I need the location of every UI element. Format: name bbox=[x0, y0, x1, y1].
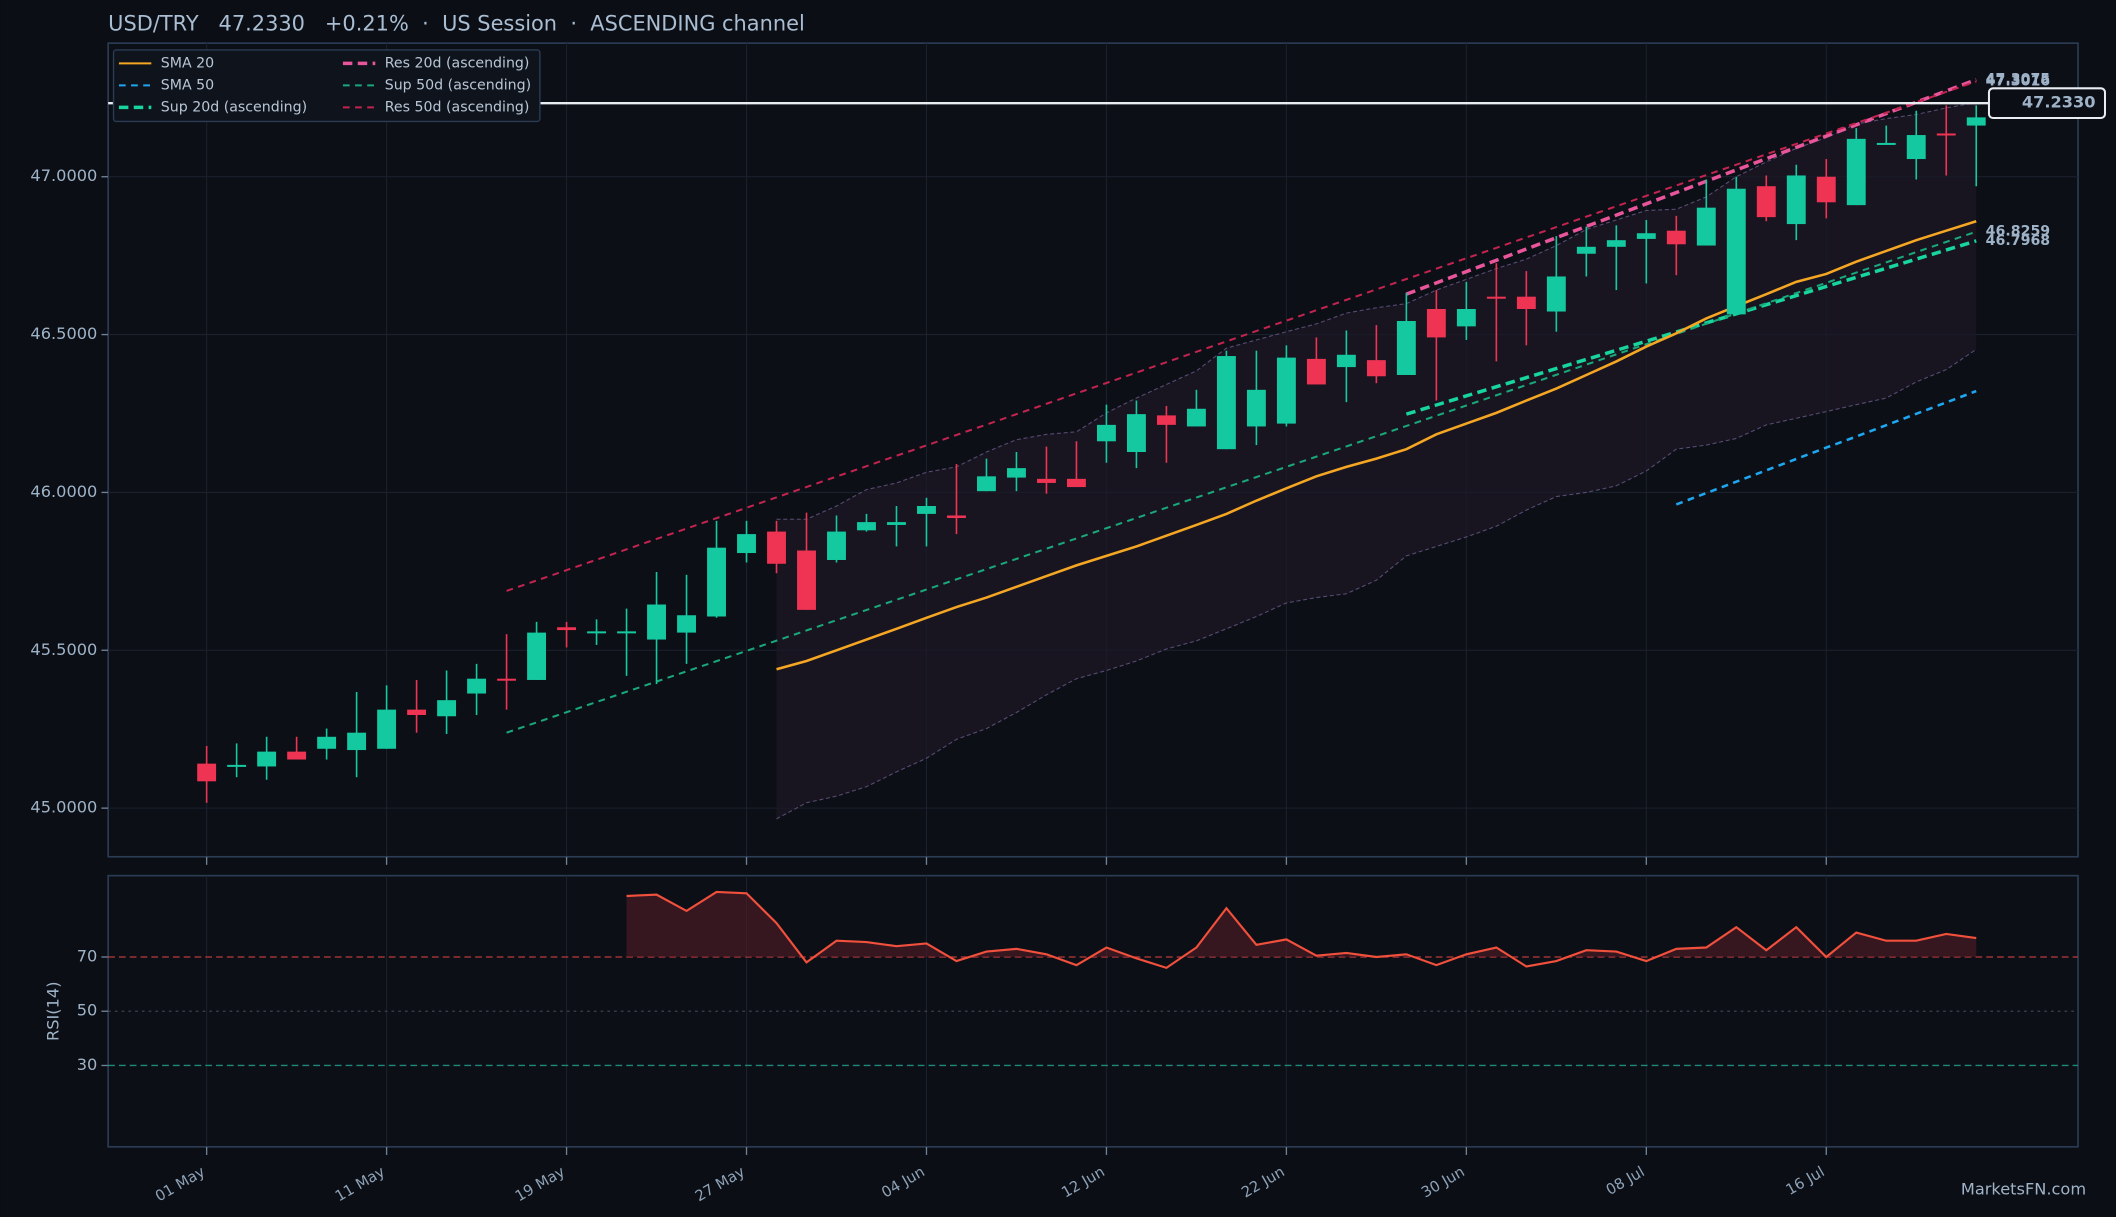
channel-line bbox=[506, 80, 1977, 592]
candle-body bbox=[827, 531, 846, 560]
candle-body bbox=[797, 550, 816, 610]
candle-body bbox=[527, 632, 547, 680]
candle-body bbox=[1756, 186, 1776, 218]
candle-body bbox=[1846, 138, 1866, 206]
channel-line bbox=[1405, 239, 1977, 416]
legend-label: Res 20d (ascending) bbox=[385, 55, 530, 71]
candle-body bbox=[1786, 175, 1806, 225]
candle-body bbox=[737, 534, 756, 554]
candle-body bbox=[1396, 320, 1416, 375]
y-tick-label: 45.0000 bbox=[30, 798, 97, 817]
sma-line bbox=[1675, 389, 1977, 506]
candle-body bbox=[1216, 356, 1236, 450]
candle-body bbox=[677, 615, 696, 633]
band-lower bbox=[776, 348, 1977, 820]
candle-body bbox=[497, 678, 517, 681]
legend-label: Sup 20d (ascending) bbox=[161, 99, 307, 115]
candle-body bbox=[557, 627, 577, 631]
candle-body bbox=[1966, 117, 1986, 126]
candle-body bbox=[617, 631, 636, 634]
watermark: MarketsFN.com bbox=[1961, 1180, 2086, 1199]
candle-body bbox=[1186, 408, 1206, 427]
line-end-label: 47.3016 bbox=[1986, 74, 2051, 90]
y-tick-label: 46.0000 bbox=[30, 482, 97, 501]
rsi-tick-label: 30 bbox=[77, 1055, 98, 1074]
candle-body bbox=[947, 515, 966, 519]
y-tick-label: 45.5000 bbox=[30, 640, 97, 659]
legend-box bbox=[112, 49, 541, 123]
chart-title: USD/TRY 47.2330 +0.21% · US Session · AS… bbox=[108, 11, 805, 35]
candle-body bbox=[1516, 296, 1536, 310]
candle-body bbox=[1546, 276, 1566, 312]
candle-body bbox=[1936, 133, 1956, 136]
candle-body bbox=[287, 751, 307, 760]
candle-body bbox=[1816, 176, 1836, 203]
candle-body bbox=[1696, 207, 1716, 246]
candle-body bbox=[1726, 188, 1746, 315]
y-tick-label: 46.5000 bbox=[30, 324, 97, 343]
candle-body bbox=[317, 736, 337, 749]
sma-line bbox=[776, 220, 1977, 671]
candle-body bbox=[1037, 478, 1056, 483]
candle-body bbox=[1576, 246, 1596, 254]
line-end-label: 47.3075 bbox=[1986, 72, 2050, 88]
y-tick-label: 47.0000 bbox=[30, 166, 97, 185]
candle-body bbox=[1336, 354, 1356, 368]
legend-label: SMA 50 bbox=[161, 77, 214, 93]
candle-body bbox=[587, 631, 606, 634]
candle-body bbox=[1426, 309, 1446, 338]
candle-body bbox=[1486, 296, 1506, 299]
legend-label: Res 50d (ascending) bbox=[385, 99, 530, 115]
candle-body bbox=[707, 547, 726, 617]
candle-body bbox=[1456, 309, 1476, 327]
line-end-label: 46.7968 bbox=[1986, 233, 2050, 249]
candle-body bbox=[467, 678, 487, 694]
candle-body bbox=[1066, 478, 1086, 488]
band-fill bbox=[776, 102, 1977, 819]
rsi-overbought-fill bbox=[626, 891, 1977, 958]
rsi-tick-label: 70 bbox=[77, 947, 98, 966]
candle-body bbox=[977, 476, 996, 492]
rsi-axis-label: RSI(14) bbox=[44, 981, 63, 1041]
band-upper bbox=[776, 101, 1977, 520]
candle-body bbox=[437, 700, 457, 717]
channel-line bbox=[1405, 77, 1977, 296]
rsi-line bbox=[626, 890, 1977, 970]
legend-label: Sup 50d (ascending) bbox=[385, 77, 531, 93]
channel-line bbox=[506, 230, 1977, 734]
candle-body bbox=[1366, 360, 1386, 377]
candle-body bbox=[1876, 142, 1896, 145]
candle-body bbox=[1636, 233, 1656, 239]
candle-body bbox=[1906, 135, 1926, 160]
candle-body bbox=[887, 522, 906, 525]
candle-body bbox=[857, 522, 876, 531]
candle-body bbox=[767, 531, 786, 564]
candle-body bbox=[407, 709, 427, 716]
legend-label: SMA 20 bbox=[161, 55, 214, 71]
line-end-label: 46.8259 bbox=[1986, 224, 2050, 240]
candle-body bbox=[347, 732, 367, 751]
candle-body bbox=[377, 709, 397, 749]
candle-body bbox=[1666, 230, 1686, 245]
candle-body bbox=[647, 604, 666, 640]
candle-body bbox=[197, 763, 217, 782]
candle-body bbox=[1156, 415, 1176, 425]
candle-body bbox=[1096, 424, 1116, 442]
candle-body bbox=[227, 764, 247, 767]
candle-body bbox=[1126, 414, 1146, 453]
candle-body bbox=[917, 506, 936, 514]
candle-body bbox=[257, 751, 277, 767]
candle-body bbox=[1276, 357, 1296, 424]
candle-body bbox=[1306, 358, 1326, 385]
candle-body bbox=[1606, 240, 1626, 247]
candle-body bbox=[1246, 389, 1266, 427]
last-price-box bbox=[1987, 87, 2107, 120]
candle-body bbox=[1007, 468, 1026, 478]
rsi-tick-label: 50 bbox=[77, 1001, 98, 1020]
last-price-label: 47.2330 bbox=[2022, 93, 2096, 112]
